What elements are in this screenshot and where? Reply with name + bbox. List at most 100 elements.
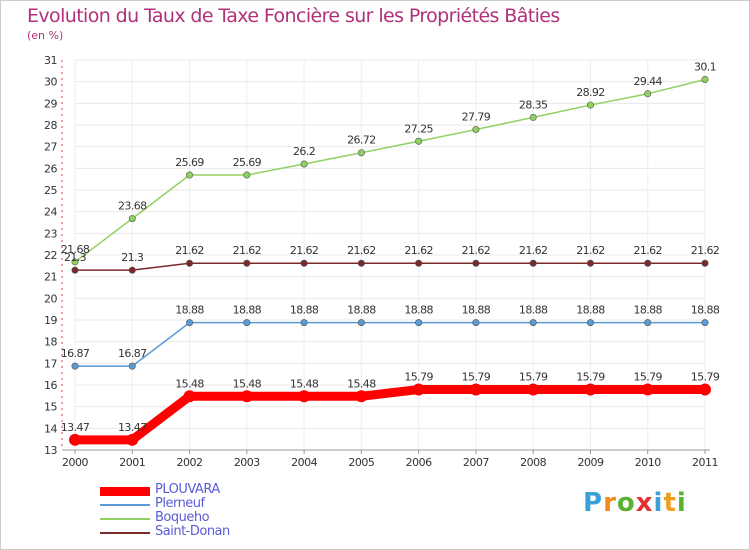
data-label: 21.68 bbox=[61, 243, 90, 256]
y-tick-label: 24 bbox=[44, 206, 57, 219]
y-tick-label: 19 bbox=[44, 314, 57, 327]
data-point bbox=[300, 259, 308, 267]
data-label: 21.3 bbox=[121, 251, 144, 264]
legend-label: Saint-Donan bbox=[155, 524, 230, 539]
data-point bbox=[527, 383, 540, 396]
y-tick-label: 18 bbox=[44, 336, 57, 349]
data-point bbox=[584, 383, 597, 396]
y-tick-label: 14 bbox=[44, 422, 57, 435]
y-tick-label: 29 bbox=[44, 97, 57, 110]
y-tick-label: 21 bbox=[44, 271, 57, 284]
data-label: 21.62 bbox=[233, 244, 262, 257]
legend-label: Plerneuf bbox=[155, 496, 205, 511]
data-label: 18.88 bbox=[290, 304, 319, 317]
data-point bbox=[357, 319, 365, 327]
data-point bbox=[243, 171, 251, 179]
series-line-boqueho bbox=[74, 78, 706, 263]
data-point bbox=[186, 319, 194, 327]
data-point bbox=[243, 259, 251, 267]
data-point bbox=[128, 266, 136, 274]
data-point bbox=[699, 383, 711, 396]
data-point bbox=[126, 433, 139, 446]
x-tick-label: 2005 bbox=[348, 456, 374, 469]
y-tick-label: 26 bbox=[44, 162, 57, 175]
data-point bbox=[186, 171, 194, 179]
logo-letter: P bbox=[583, 488, 604, 518]
data-label: 30.1 bbox=[694, 61, 716, 74]
y-tick-label: 28 bbox=[44, 119, 57, 132]
x-tick-label: 2011 bbox=[692, 456, 718, 469]
y-tick-label: 13 bbox=[44, 444, 57, 457]
legend-swatch bbox=[100, 532, 150, 534]
data-labels: 13.47 13.47 15.48 15.48 15.48 15.48 15.79 15.79… bbox=[61, 61, 721, 434]
data-point bbox=[641, 383, 654, 396]
x-tick-label: 2010 bbox=[635, 456, 661, 469]
data-label: 26.72 bbox=[347, 134, 376, 147]
data-label: 15.48 bbox=[290, 377, 319, 390]
data-label: 18.88 bbox=[691, 304, 720, 317]
data-point bbox=[355, 390, 368, 403]
x-tick-label: 2008 bbox=[520, 456, 546, 469]
logo-letter: t bbox=[663, 488, 677, 518]
axes bbox=[61, 60, 710, 451]
y-tick-label: 16 bbox=[44, 379, 57, 392]
y-tick-label: 17 bbox=[44, 357, 57, 370]
data-label: 29.44 bbox=[633, 75, 662, 88]
series-line-plerneuf bbox=[74, 321, 706, 367]
data-point bbox=[529, 319, 537, 327]
y-tick-label: 20 bbox=[44, 292, 57, 305]
data-label: 18.88 bbox=[519, 304, 548, 317]
legend-swatch bbox=[100, 518, 150, 520]
data-label: 15.79 bbox=[462, 371, 491, 384]
series-line-saint-donan bbox=[74, 262, 706, 271]
data-label: 27.25 bbox=[404, 122, 433, 135]
data-label: 16.87 bbox=[118, 347, 147, 360]
data-point bbox=[415, 137, 423, 145]
data-label: 21.62 bbox=[404, 244, 433, 257]
x-axis-ticks: 2000 2001 2002 2003 2004 2005 2006 2007 2008 2009… bbox=[62, 450, 719, 469]
data-label: 16.87 bbox=[61, 347, 90, 360]
data-label: 13.47 bbox=[118, 421, 147, 434]
data-label: 13.47 bbox=[61, 421, 90, 434]
data-label: 18.88 bbox=[233, 304, 262, 317]
x-tick-label: 2003 bbox=[234, 456, 260, 469]
data-point bbox=[71, 258, 79, 266]
x-tick-label: 2002 bbox=[177, 456, 203, 469]
data-label: 15.79 bbox=[633, 371, 662, 384]
logo-letter: x bbox=[635, 488, 654, 518]
data-point bbox=[586, 101, 594, 109]
data-label: 21.62 bbox=[519, 244, 548, 257]
y-tick-label: 31 bbox=[44, 54, 57, 67]
y-tick-label: 30 bbox=[44, 76, 57, 89]
data-label: 21.3 bbox=[64, 251, 87, 264]
data-label: 21.62 bbox=[290, 244, 319, 257]
data-point bbox=[586, 319, 594, 327]
data-point bbox=[472, 319, 480, 327]
data-label: 21.62 bbox=[691, 244, 720, 257]
data-label: 21.62 bbox=[175, 244, 204, 257]
series-line-plouvara bbox=[70, 385, 710, 445]
y-tick-label: 22 bbox=[44, 249, 57, 262]
x-tick-label: 2004 bbox=[291, 456, 317, 469]
logo-letter: i bbox=[676, 488, 687, 518]
data-label: 18.88 bbox=[347, 304, 376, 317]
data-label: 15.79 bbox=[691, 371, 720, 384]
data-point bbox=[472, 259, 480, 267]
data-point bbox=[71, 362, 79, 370]
data-label: 21.62 bbox=[633, 244, 662, 257]
proxiti-logo: Proxiti bbox=[583, 488, 687, 518]
data-point bbox=[701, 76, 709, 84]
data-point bbox=[298, 390, 311, 403]
data-point bbox=[415, 259, 423, 267]
x-tick-label: 2001 bbox=[119, 456, 145, 469]
data-point bbox=[472, 126, 480, 134]
data-label: 18.88 bbox=[462, 304, 491, 317]
legend-label: PLOUVARA bbox=[155, 482, 220, 497]
x-tick-label: 2006 bbox=[406, 456, 432, 469]
data-point bbox=[183, 390, 196, 403]
data-label: 15.79 bbox=[519, 371, 548, 384]
legend-swatch bbox=[100, 487, 150, 496]
data-point bbox=[701, 319, 709, 327]
data-point bbox=[300, 319, 308, 327]
data-label: 15.79 bbox=[404, 371, 433, 384]
